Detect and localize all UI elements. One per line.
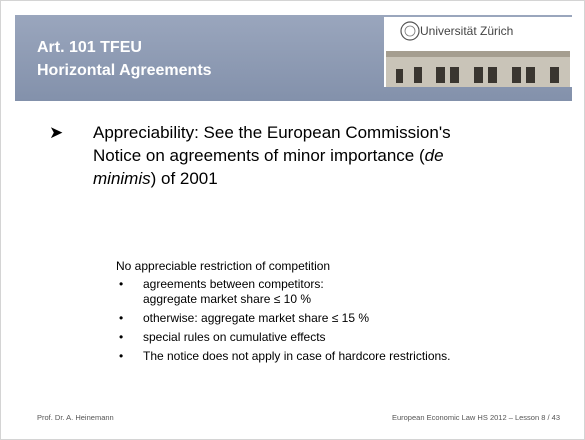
title-line: Art. 101 TFEU (37, 39, 142, 56)
sub-heading: No appreciable restriction of competitio… (116, 259, 331, 273)
list-item: • agreements between competitors: aggregat… (116, 277, 451, 307)
logo-text: Universität Zürich (420, 24, 514, 38)
text-segment: minimis (93, 169, 151, 188)
bullet-arrow: ➤ (49, 123, 64, 142)
bullet-text: Appreciability: See the European Commiss… (93, 121, 451, 190)
footer-left: Prof. Dr. A. Heinemann (37, 413, 114, 422)
list-item: • otherwise: aggregate market share ≤ 15 … (116, 311, 451, 326)
text-segment: ) of 2001 (150, 169, 218, 188)
footer-right: European Economic Law HS 2012 – Lesson 8… (391, 413, 560, 422)
item-line: otherwise: aggregate market share ≤ 15 % (143, 311, 370, 325)
bullet-dot: • (119, 349, 124, 363)
item-line: The notice does not apply in case of har… (143, 349, 451, 363)
list-item: • special rules on cumulative effects (116, 330, 451, 345)
text-segment: Notice on agreements of minor importance… (93, 146, 425, 165)
list-item: • The notice does not apply in case of ha… (116, 349, 451, 364)
bullet-dot: • (119, 277, 124, 291)
item-line: aggregate market share ≤ 10 % (143, 292, 312, 306)
sub-list: No appreciable restriction of competitio… (116, 259, 451, 364)
title-line: Horizontal Agreements (37, 62, 212, 79)
bullet-dot: • (119, 330, 124, 344)
logo: Universität Zürich (384, 17, 572, 87)
text-line: Appreciability: See the European Commiss… (93, 121, 451, 144)
logo-graphic (386, 21, 570, 87)
text-line: Notice on agreements of minor importance… (93, 144, 451, 167)
bullet-dot: • (119, 311, 124, 325)
text-segment: Appreciability: See the European Commiss… (93, 123, 451, 142)
text-line: minimis) of 2001 (93, 167, 451, 190)
text-segment: de (424, 146, 444, 165)
item-line: agreements between competitors: (143, 277, 324, 291)
item-line: special rules on cumulative effects (143, 330, 326, 344)
slide-title: Art. 101 TFEU Horizontal Agreements (37, 36, 212, 82)
